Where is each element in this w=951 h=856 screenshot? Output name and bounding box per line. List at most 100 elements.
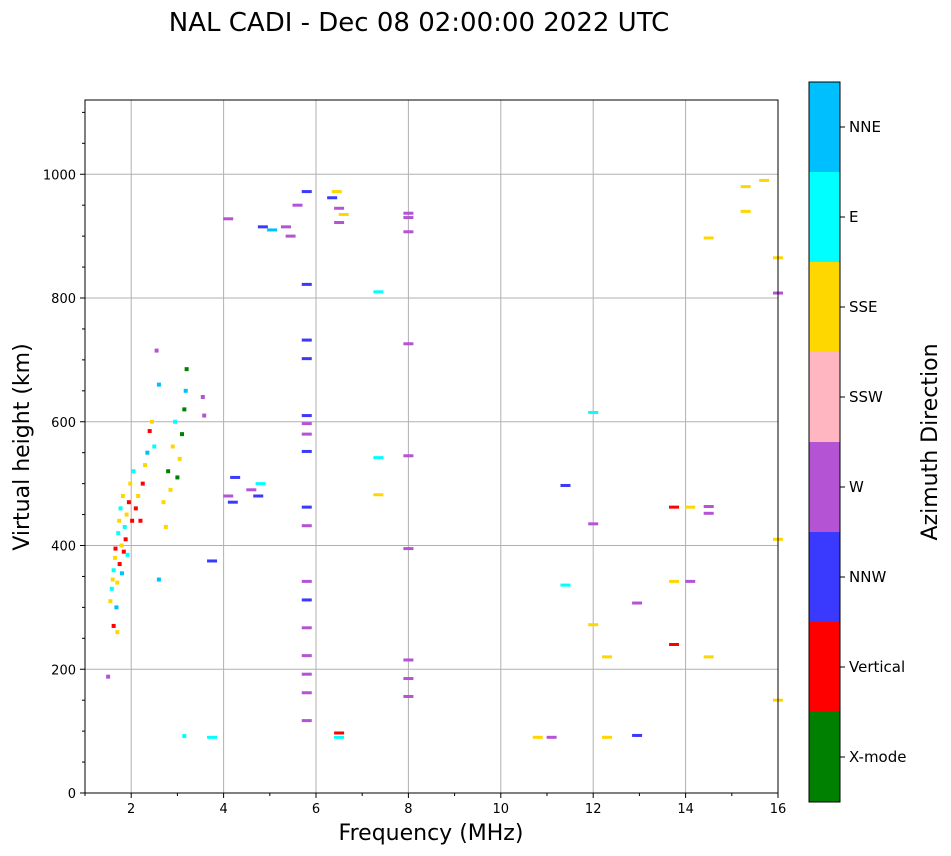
data-point <box>114 605 119 610</box>
data-point <box>130 518 135 523</box>
data-point <box>301 432 312 436</box>
data-point <box>669 643 680 646</box>
data-point <box>147 429 152 434</box>
data-point <box>301 579 312 583</box>
data-point <box>301 449 312 453</box>
data-point <box>602 655 613 659</box>
data-point <box>703 505 714 509</box>
data-point <box>334 206 345 210</box>
data-point <box>334 221 345 225</box>
data-point <box>403 677 414 681</box>
data-point <box>740 209 751 213</box>
data-point <box>170 444 175 449</box>
data-point <box>301 719 312 723</box>
data-point <box>403 342 414 346</box>
data-point <box>703 236 714 240</box>
data-point <box>117 518 122 523</box>
data-point <box>759 178 770 182</box>
data-point <box>143 463 148 468</box>
data-point <box>182 734 187 739</box>
y-tick-label: 0 <box>68 787 76 802</box>
x-axis-ticks: 2 4 6 8 10 12 14 16 <box>84 793 786 817</box>
x-tick-label: 14 <box>677 802 694 817</box>
data-point <box>113 546 118 551</box>
data-point <box>156 577 161 582</box>
data-point <box>602 735 613 739</box>
colorbar-segment <box>809 442 840 532</box>
data-point <box>301 598 312 602</box>
data-point <box>202 413 207 418</box>
data-point <box>532 735 543 739</box>
data-point <box>403 216 414 220</box>
data-point <box>184 367 189 372</box>
data-point <box>267 228 278 232</box>
data-point <box>131 469 136 474</box>
data-point <box>331 190 342 194</box>
data-point <box>113 555 118 560</box>
x-tick-label: 4 <box>219 802 227 817</box>
colorbar-label: SSW <box>849 388 883 406</box>
data-point <box>161 500 166 505</box>
data-point <box>403 230 414 234</box>
data-point <box>373 456 384 460</box>
colorbar-label: SSE <box>849 298 878 316</box>
data-point <box>177 456 182 461</box>
data-point <box>632 601 643 605</box>
y-axis-ticks: 0 200 400 600 800 1000 <box>43 111 85 802</box>
x-tick-label: 8 <box>404 802 412 817</box>
data-point <box>560 483 571 487</box>
data-point <box>125 552 130 557</box>
data-point <box>403 694 414 698</box>
x-tick-label: 6 <box>312 802 320 817</box>
data-point <box>301 190 312 194</box>
plot-frame <box>84 99 779 794</box>
data-point <box>327 196 338 200</box>
data-point <box>560 583 571 587</box>
data-point <box>175 475 180 480</box>
y-tick-label: 400 <box>51 540 76 555</box>
data-point <box>119 571 124 576</box>
data-point <box>246 488 257 492</box>
data-point <box>117 562 122 567</box>
data-point <box>703 655 714 659</box>
y-axis-label: Virtual height (km) <box>10 343 35 550</box>
data-point <box>669 579 680 583</box>
data-point <box>292 203 303 207</box>
data-point <box>588 623 599 627</box>
data-point <box>182 407 187 412</box>
data-point <box>115 630 120 635</box>
data-point <box>110 577 115 582</box>
colorbar-segment <box>809 622 840 712</box>
data-point <box>124 512 129 517</box>
data-point <box>403 658 414 662</box>
data-point <box>200 395 205 399</box>
data-point <box>166 469 171 474</box>
data-point <box>301 282 312 286</box>
x-axis-label: Frequency (MHz) <box>339 821 524 846</box>
data-point <box>145 450 150 455</box>
data-point <box>301 505 312 509</box>
data-point <box>257 225 268 229</box>
colorbar-label: NNE <box>849 118 881 136</box>
data-point <box>115 580 120 585</box>
data-point <box>588 410 599 414</box>
data-point <box>334 735 345 739</box>
data-point <box>126 500 131 505</box>
colorbar-segment <box>809 262 840 352</box>
data-point <box>301 422 312 426</box>
data-point <box>373 493 384 497</box>
data-point <box>154 348 159 353</box>
data-point <box>301 357 312 361</box>
data-point <box>301 524 312 528</box>
data-point <box>588 522 599 526</box>
data-point <box>301 691 312 695</box>
data-point <box>133 506 138 511</box>
data-point <box>632 733 643 737</box>
data-point <box>301 414 312 418</box>
colorbar: X-mode Vertical NNW W SSW SSE E NNE <box>808 81 906 803</box>
colorbar-segment <box>809 532 840 622</box>
data-point <box>301 672 312 676</box>
y-tick-label: 600 <box>51 416 76 431</box>
y-tick-label: 200 <box>51 663 76 678</box>
data-point <box>123 537 128 542</box>
